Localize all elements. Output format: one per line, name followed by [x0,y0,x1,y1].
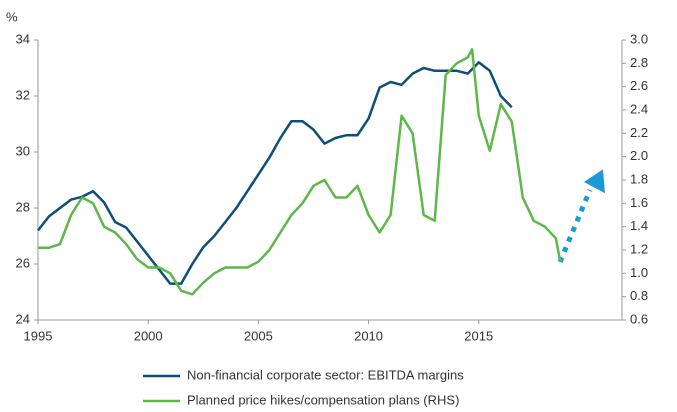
y-tick-label: 34 [16,31,30,46]
y-axis-label: % [6,9,18,24]
y2-tick-label: 1.0 [630,265,648,280]
series-line [38,48,562,296]
y2-tick-label: 1.6 [630,195,648,210]
y-tick-label: 28 [16,199,30,214]
y2-tick-label: 3.0 [630,31,648,46]
y2-tick-label: 1.2 [630,241,648,256]
y2-tick-label: 0.8 [630,288,648,303]
arrow-shaft [557,189,593,263]
y-tick-label: 26 [16,255,30,270]
legend-label: Planned price hikes/compensation plans (… [187,392,459,407]
trend-arrow [557,169,606,263]
y2-tick-label: 2.0 [630,148,648,163]
y2-tick-label: 2.8 [630,55,648,70]
y-tick-label: 24 [16,311,30,326]
y2-tick-label: 1.8 [630,171,648,186]
y-tick-label: 30 [16,143,30,158]
series-line [37,61,513,285]
y2-tick-label: 2.4 [630,101,648,116]
x-tick-label: 2000 [134,328,163,343]
x-tick-label: 1995 [24,328,53,343]
arrow-head [583,169,606,194]
x-tick-label: 2010 [354,328,383,343]
y-tick-label: 32 [16,87,30,102]
legend-label: Non-financial corporate sector: EBITDA m… [187,367,464,382]
y2-tick-label: 2.2 [630,125,648,140]
x-tick-label: 2015 [464,328,493,343]
x-tick-label: 2005 [244,328,273,343]
y2-tick-label: 2.6 [630,78,648,93]
y2-tick-label: 1.4 [630,218,648,233]
y2-tick-label: 0.6 [630,311,648,326]
